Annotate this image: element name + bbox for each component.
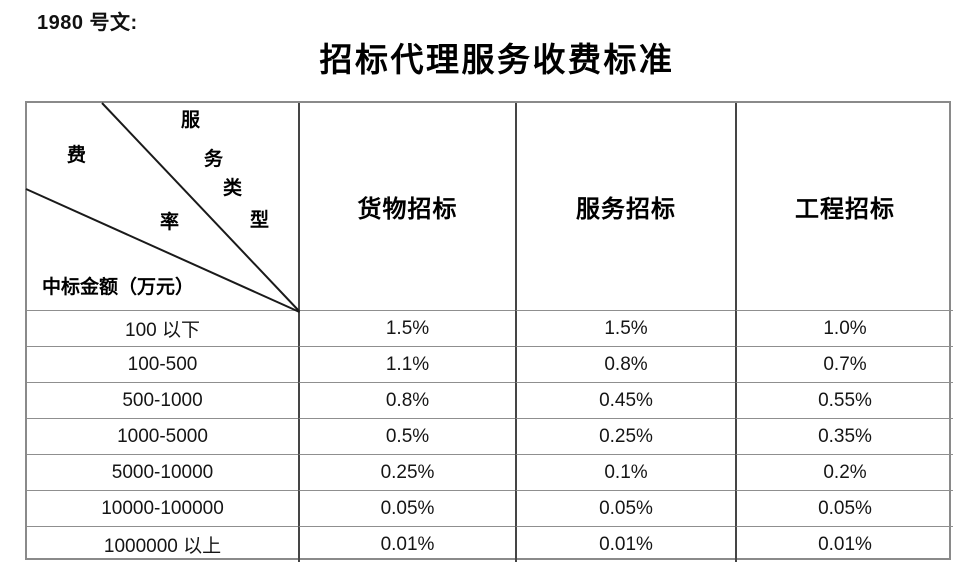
fee-value: 0.05% — [735, 490, 953, 526]
row-label-amount-range: 5000-10000 — [27, 454, 298, 490]
row-label-amount-range: 10000-100000 — [27, 490, 298, 526]
fee-value: 0.35% — [735, 418, 953, 454]
fee-value: 0.01% — [735, 526, 953, 562]
fee-value: 0.7% — [735, 346, 953, 382]
corner-axis-char: 务 — [204, 149, 224, 170]
row-label-amount-range: 100-500 — [27, 346, 298, 382]
fee-value: 1.5% — [515, 310, 735, 346]
corner-axis-char: 型 — [250, 210, 270, 231]
page-title: 招标代理服务收费标准 — [319, 43, 675, 79]
fee-value: 0.2% — [735, 454, 953, 490]
corner-axis-char: 类 — [223, 178, 243, 199]
fee-value: 1.1% — [298, 346, 515, 382]
fee-value: 0.01% — [515, 526, 735, 562]
column-header-goods-bidding: 货物招标 — [298, 103, 515, 310]
fee-value: 0.05% — [298, 490, 515, 526]
column-header-works-bidding: 工程招标 — [735, 103, 953, 310]
fee-value: 0.45% — [515, 382, 735, 418]
fee-value: 0.8% — [298, 382, 515, 418]
table-corner-cell: 服 务 类 型 费 率 中标金额（万元） — [25, 102, 301, 313]
column-header-services-bidding: 服务招标 — [515, 103, 735, 310]
fee-value: 0.05% — [515, 490, 735, 526]
fee-value: 0.01% — [298, 526, 515, 562]
diagonal-lines — [25, 102, 301, 313]
fee-value: 0.25% — [515, 418, 735, 454]
fee-value: 0.25% — [298, 454, 515, 490]
corner-axis-char: 费 — [67, 145, 87, 166]
fee-value: 0.1% — [515, 454, 735, 490]
corner-axis-char: 服 — [181, 110, 201, 131]
row-label-amount-range: 500-1000 — [27, 382, 298, 418]
fee-value: 1.5% — [298, 310, 515, 346]
fee-value: 0.55% — [735, 382, 953, 418]
fee-value: 0.8% — [515, 346, 735, 382]
document-ref-label: 1980 号文: — [37, 12, 138, 34]
row-axis-label: 中标金额（万元） — [42, 277, 195, 298]
row-label-amount-range: 1000-5000 — [27, 418, 298, 454]
corner-axis-char: 率 — [160, 212, 180, 233]
fee-table: 服 务 类 型 费 率 中标金额（万元） 货物招标 服务招标 工程招标 100 … — [25, 101, 953, 562]
row-label-amount-range: 100 以下 — [27, 310, 298, 346]
fee-value: 0.5% — [298, 418, 515, 454]
row-label-amount-range: 1000000 以上 — [27, 526, 298, 562]
fee-value: 1.0% — [735, 310, 953, 346]
